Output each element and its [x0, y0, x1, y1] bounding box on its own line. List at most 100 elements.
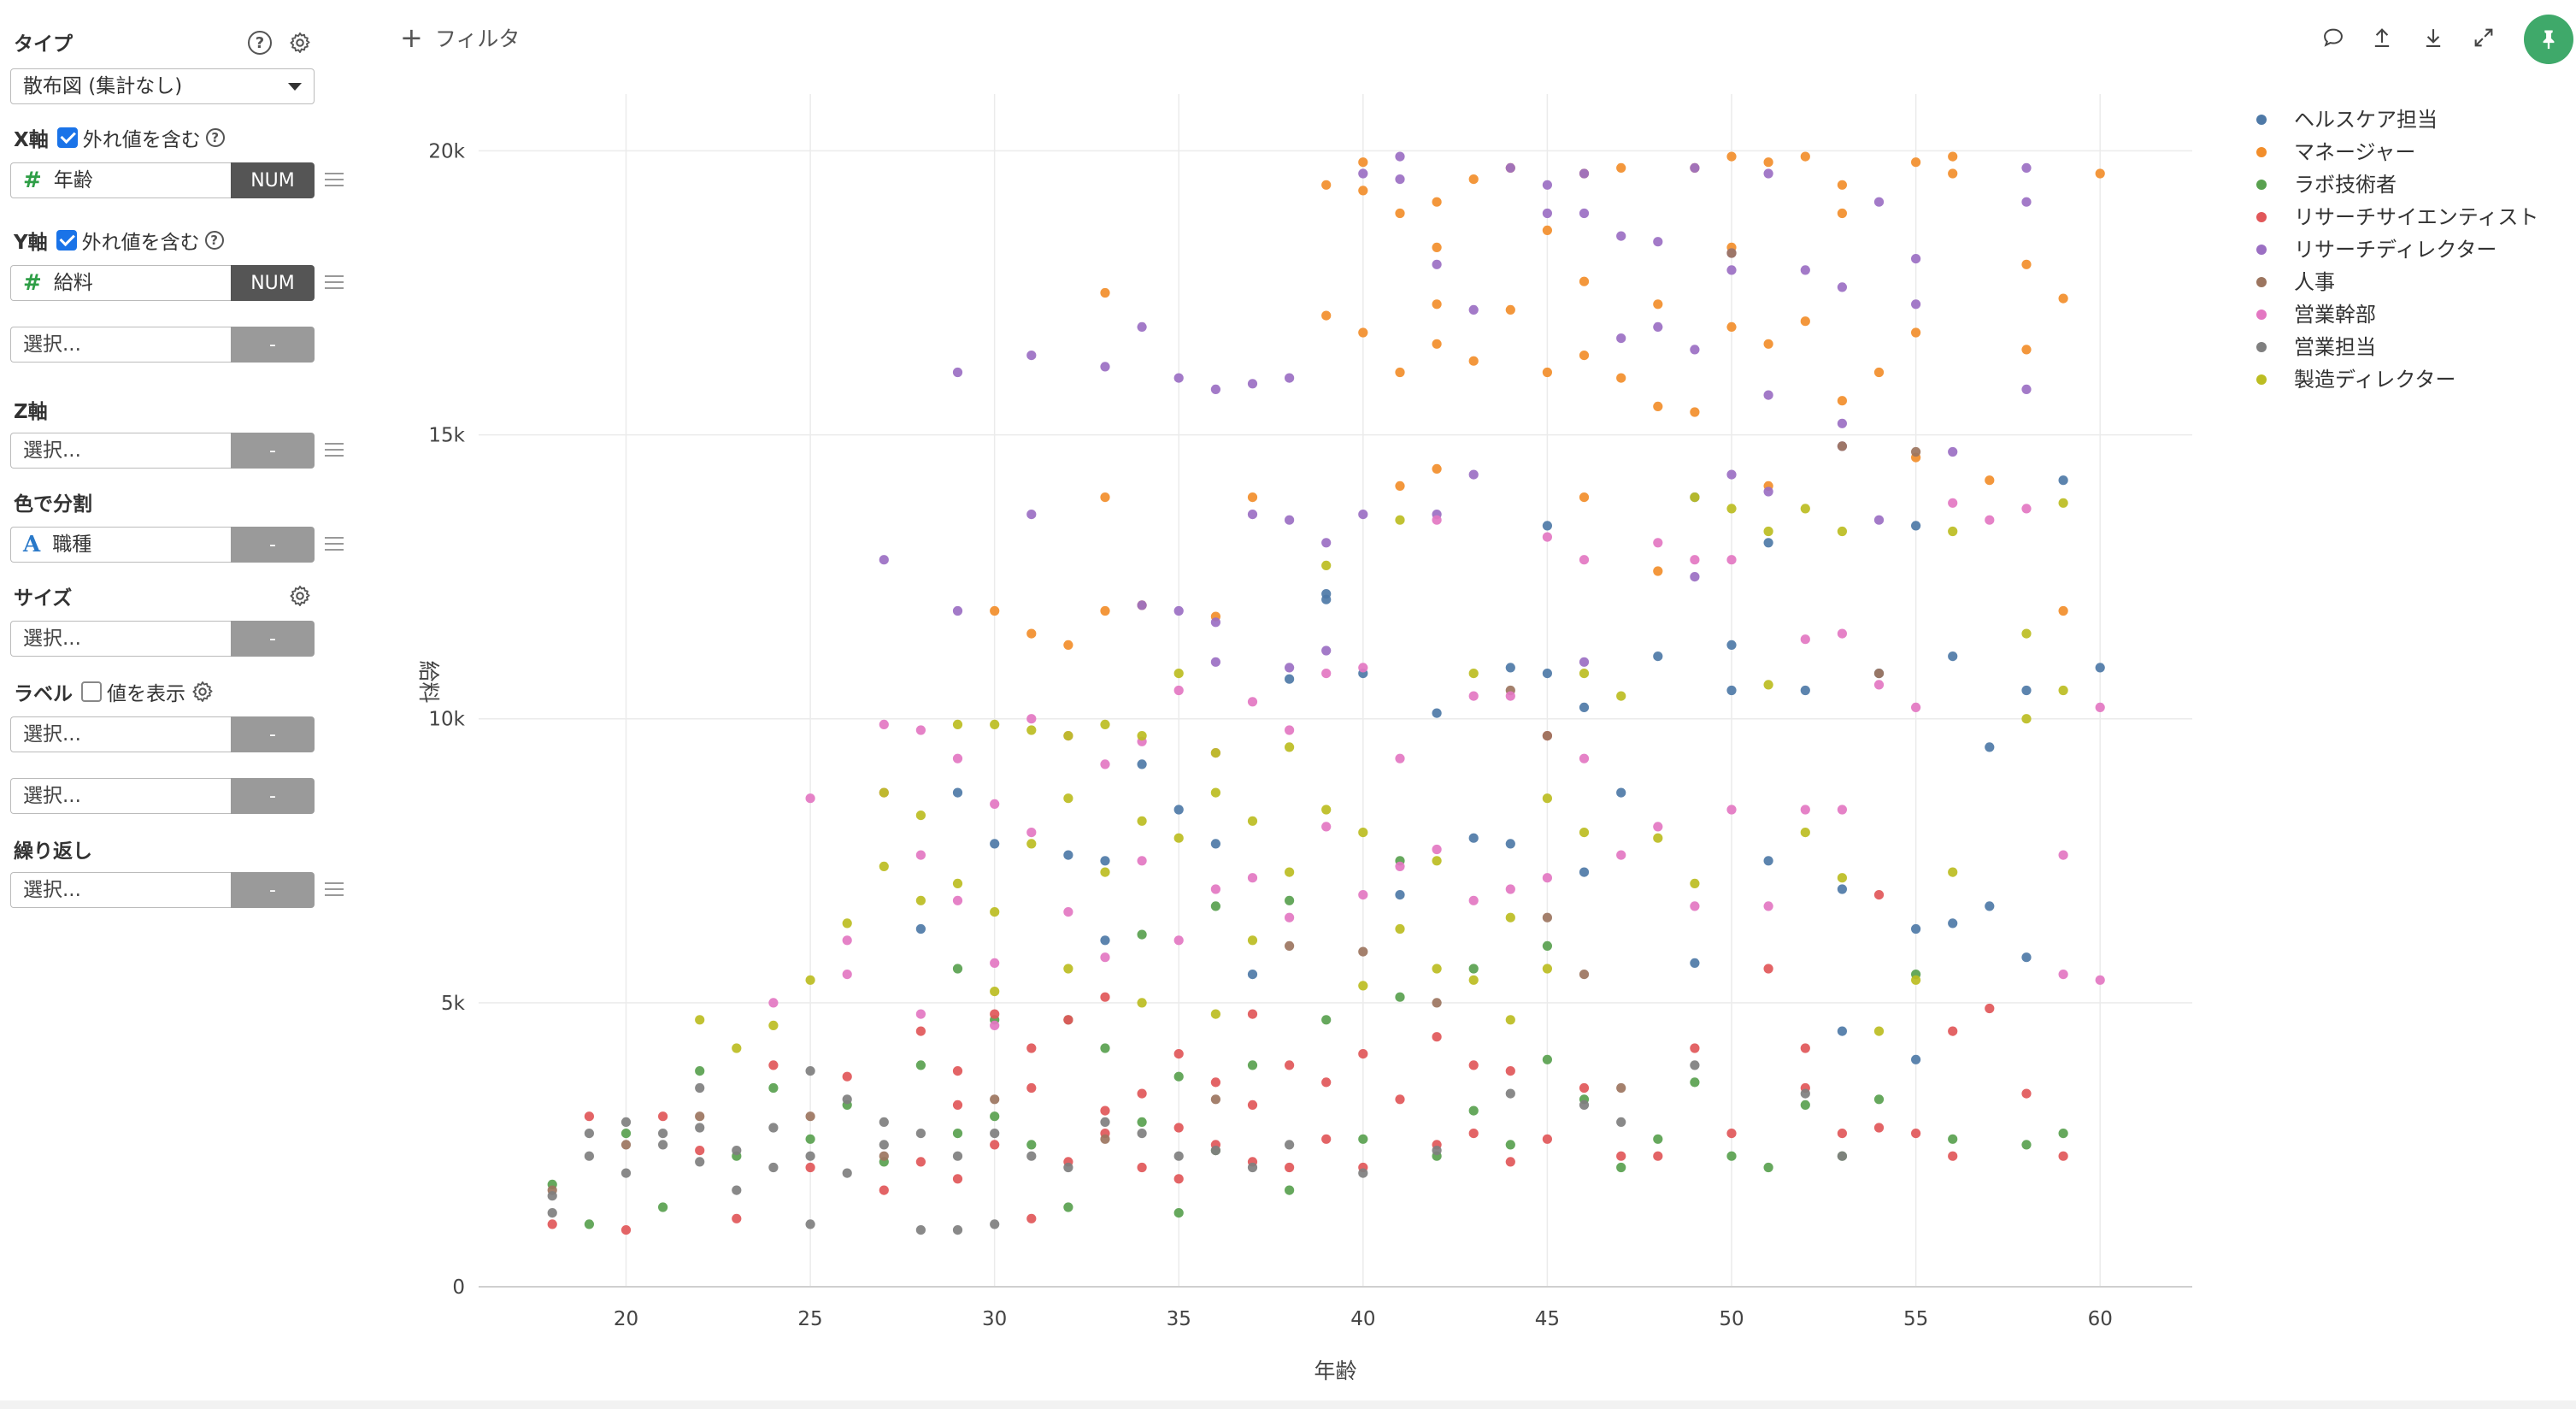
- x-outlier-checkbox[interactable]: [56, 127, 78, 148]
- scatter-point[interactable]: [1026, 1151, 1037, 1161]
- scatter-point[interactable]: [1100, 362, 1110, 372]
- scatter-point[interactable]: [732, 1213, 742, 1223]
- scatter-point[interactable]: [1542, 225, 1552, 235]
- scatter-point[interactable]: [1285, 515, 1295, 525]
- scatter-point[interactable]: [990, 1140, 1000, 1150]
- scatter-point[interactable]: [1873, 680, 1885, 690]
- scatter-point[interactable]: [1911, 923, 1921, 934]
- legend-item-label[interactable]: リサーチディレクター: [2294, 238, 2497, 262]
- scatter-point[interactable]: [1911, 521, 1921, 531]
- scatter-point[interactable]: [1948, 498, 1958, 508]
- scatter-point[interactable]: [1837, 418, 1847, 428]
- scatter-point[interactable]: [1100, 1105, 1110, 1116]
- scatter-point[interactable]: [1653, 822, 1663, 832]
- scatter-point[interactable]: [1395, 1094, 1405, 1105]
- legend-item-label[interactable]: マネージャー: [2294, 140, 2415, 164]
- scatter-point[interactable]: [1100, 605, 1110, 616]
- scatter-point[interactable]: [1800, 805, 1810, 815]
- scatter-point[interactable]: [658, 1111, 668, 1122]
- scatter-point[interactable]: [1837, 441, 1847, 451]
- scatter-point[interactable]: [1616, 373, 1626, 383]
- scatter-point[interactable]: [879, 861, 889, 872]
- scatter-point[interactable]: [1468, 895, 1479, 905]
- scatter-point[interactable]: [1137, 998, 1147, 1008]
- scatter-point[interactable]: [1873, 669, 1885, 679]
- scatter-point[interactable]: [805, 1151, 815, 1161]
- scatter-point[interactable]: [1505, 304, 1515, 315]
- scatter-point[interactable]: [1468, 964, 1479, 974]
- scatter-point[interactable]: [990, 1009, 1000, 1019]
- scatter-point[interactable]: [1358, 1049, 1368, 1059]
- size-tag[interactable]: -: [231, 621, 315, 657]
- scatter-point[interactable]: [2095, 168, 2105, 179]
- scatter-point[interactable]: [1505, 839, 1515, 849]
- label-field-row-2[interactable]: 選択... -: [10, 778, 315, 814]
- scatter-point[interactable]: [952, 753, 963, 763]
- scatter-point[interactable]: [1358, 157, 1368, 168]
- scatter-point[interactable]: [1763, 901, 1773, 911]
- scatter-point[interactable]: [1100, 992, 1110, 1002]
- type-help-icon[interactable]: ?: [248, 31, 272, 55]
- scatter-point[interactable]: [990, 839, 1000, 849]
- scatter-point[interactable]: [1726, 265, 1737, 275]
- scatter-point[interactable]: [1690, 958, 1700, 968]
- scatter-point[interactable]: [1468, 975, 1479, 985]
- scatter-point[interactable]: [1726, 469, 1737, 480]
- scatter-point[interactable]: [1395, 992, 1405, 1002]
- scatter-point[interactable]: [1321, 669, 1332, 679]
- scatter-point[interactable]: [1542, 964, 1552, 974]
- scatter-point[interactable]: [1579, 657, 1590, 667]
- scatter-point[interactable]: [1837, 628, 1847, 639]
- scatter-point[interactable]: [1468, 833, 1479, 843]
- scatter-point[interactable]: [1173, 1071, 1184, 1082]
- scatter-point[interactable]: [842, 1071, 852, 1082]
- scatter-point[interactable]: [1358, 663, 1368, 673]
- scatter-point[interactable]: [1321, 1077, 1332, 1088]
- scatter-point[interactable]: [1247, 379, 1258, 389]
- scatter-point[interactable]: [1100, 1117, 1110, 1127]
- repeat-tag[interactable]: -: [231, 872, 315, 908]
- scatter-point[interactable]: [695, 1146, 705, 1156]
- scatter-point[interactable]: [990, 907, 1000, 917]
- scatter-point[interactable]: [990, 1129, 1000, 1139]
- scatter-point[interactable]: [879, 787, 889, 798]
- scatter-point[interactable]: [1432, 515, 1442, 525]
- scatter-point[interactable]: [1321, 1015, 1332, 1025]
- z-axis-menu-icon[interactable]: [325, 443, 344, 457]
- scatter-point[interactable]: [1173, 1174, 1184, 1184]
- scatter-point[interactable]: [1542, 731, 1552, 741]
- scatter-point[interactable]: [1837, 526, 1847, 537]
- scatter-point[interactable]: [915, 923, 926, 934]
- scatter-point[interactable]: [1726, 151, 1737, 162]
- scatter-point[interactable]: [1285, 1162, 1295, 1173]
- y-axis-extra-row[interactable]: 選択... -: [10, 327, 315, 363]
- scatter-point[interactable]: [805, 1134, 815, 1144]
- scatter-point[interactable]: [1285, 674, 1295, 684]
- color-split-field[interactable]: A 職種: [10, 527, 231, 563]
- y-outlier-checkbox[interactable]: [56, 230, 77, 251]
- scatter-point[interactable]: [1137, 1117, 1147, 1127]
- scatter-point[interactable]: [1653, 538, 1663, 548]
- scatter-point[interactable]: [1948, 168, 1958, 179]
- scatter-point[interactable]: [1026, 714, 1037, 724]
- scatter-point[interactable]: [1173, 685, 1184, 696]
- scatter-point[interactable]: [1948, 651, 1958, 662]
- scatter-point[interactable]: [1173, 669, 1184, 679]
- scatter-point[interactable]: [805, 1111, 815, 1122]
- scatter-point[interactable]: [842, 970, 852, 980]
- scatter-point[interactable]: [1542, 1134, 1552, 1144]
- scatter-point[interactable]: [732, 1146, 742, 1156]
- scatter-point[interactable]: [1395, 367, 1405, 378]
- scatter-point[interactable]: [1468, 356, 1479, 366]
- scatter-point[interactable]: [547, 1208, 557, 1218]
- scatter-point[interactable]: [1690, 555, 1700, 565]
- scatter-point[interactable]: [1432, 998, 1442, 1008]
- scatter-point[interactable]: [1100, 856, 1110, 866]
- scatter-point[interactable]: [1210, 384, 1220, 394]
- scatter-point[interactable]: [1653, 1134, 1663, 1144]
- scatter-point[interactable]: [1173, 833, 1184, 843]
- scatter-point[interactable]: [1726, 248, 1737, 258]
- scatter-point[interactable]: [2058, 293, 2068, 304]
- scatter-point[interactable]: [2058, 605, 2068, 616]
- scatter-point[interactable]: [1432, 964, 1442, 974]
